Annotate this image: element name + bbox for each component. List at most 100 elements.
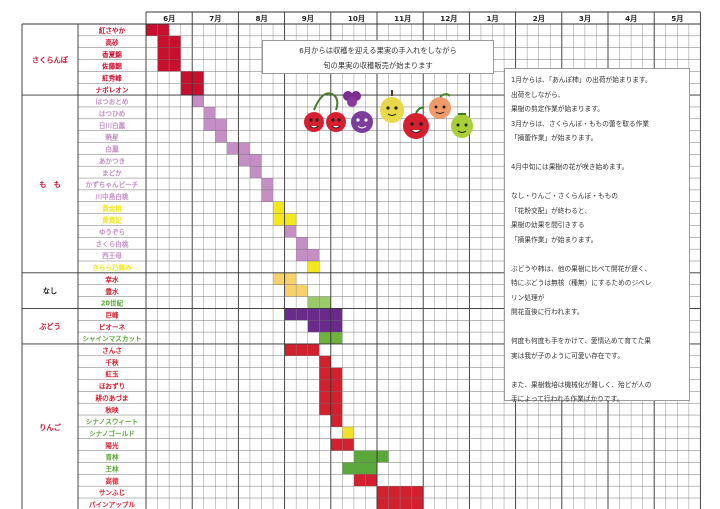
side-callout: 1月からは、「あんぽ柿」の出荷が始まります。 出荷をしながら、果樹の剪定作業が始ま… bbox=[504, 68, 690, 403]
variety-label: ナポレオン bbox=[96, 85, 129, 94]
side-callout-line: 4月中旬には果樹の花が咲き始めます。 bbox=[511, 163, 629, 171]
bar-青林 bbox=[353, 450, 389, 463]
side-callout-line: 開花直後に行われます。 bbox=[511, 308, 584, 316]
month-tick-label: 3月 bbox=[579, 14, 591, 23]
bar-まどか bbox=[249, 166, 262, 179]
variety-label: 千秋 bbox=[105, 358, 119, 367]
month-tick-label: 5月 bbox=[671, 14, 683, 23]
bar-ピオーネ bbox=[307, 320, 343, 333]
variety-label: 川中島白桃 bbox=[95, 192, 129, 201]
bar-ゆうぞら bbox=[284, 225, 297, 238]
variety-label: 白鳳 bbox=[105, 145, 119, 154]
side-callout-line: ぶどうや柿は、他の果樹に比べて開花が遅く、 bbox=[511, 264, 652, 273]
variety-label: パインアップル bbox=[89, 500, 136, 509]
group-label: さくらんぼ bbox=[32, 56, 69, 65]
top-callout-line-1: 6月からは収穫を迎える果実の手入れをしながら bbox=[299, 46, 457, 55]
group-label: ぶどう bbox=[38, 322, 61, 331]
variety-label: はつおとめ bbox=[96, 97, 129, 106]
bar-王林 bbox=[342, 462, 377, 475]
bar-きらら乃舞み bbox=[307, 261, 320, 273]
variety-label: あかつき bbox=[99, 156, 125, 165]
side-callout-line: 実は我が子のように可愛い存在です。 bbox=[511, 351, 625, 360]
persimmon-mascot-icon bbox=[451, 113, 473, 138]
pear-mascot-icon bbox=[380, 90, 404, 123]
side-callout-line: 何度も何度も手をかけて、愛情込めて育てた果 bbox=[511, 337, 652, 345]
variety-label: サンふじ bbox=[99, 489, 125, 497]
bar-シナノゴールド bbox=[342, 426, 354, 439]
fruit-mascots bbox=[304, 90, 473, 139]
variety-label: 王林 bbox=[105, 465, 119, 474]
variety-label: 20世紀 bbox=[101, 299, 124, 308]
month-tick-label: 8月 bbox=[256, 14, 268, 23]
variety-label: 秋映 bbox=[105, 405, 119, 414]
variety-label: 高徳 bbox=[105, 476, 119, 485]
variety-label: シャインマスカット bbox=[82, 335, 141, 343]
variety-label: 黄金桃 bbox=[102, 204, 122, 213]
variety-label: 陽光 bbox=[105, 441, 119, 450]
side-callout-line: 「花粉交配」が終わると、 bbox=[511, 206, 591, 215]
month-tick-label: 10月 bbox=[348, 14, 365, 23]
side-callout-line bbox=[511, 363, 683, 378]
variety-label: 青林 bbox=[105, 453, 119, 462]
variety-label: 紅さやか bbox=[99, 26, 126, 35]
bar-はつひめ bbox=[203, 106, 216, 119]
bar-川中島白桃 bbox=[261, 189, 274, 202]
variety-label: かずちゃんピーチ bbox=[86, 180, 139, 189]
side-callout-line: 手によって行われる作業ばかりです。 bbox=[511, 395, 624, 403]
variety-label: 耕のあづま bbox=[96, 393, 129, 402]
side-callout-line: リン処理が bbox=[511, 293, 545, 302]
side-callout-line: 果樹の幼果を間引きする bbox=[511, 221, 585, 229]
variety-label: 日川白鳳 bbox=[99, 121, 126, 130]
side-callout-line: 果樹の剪定作業が始まります。 bbox=[511, 105, 604, 113]
month-tick-label: 6月 bbox=[163, 14, 175, 23]
top-callout-line-2: 旬の果実の収穫販売が始まります bbox=[323, 61, 433, 70]
side-callout-line: 特にぶどうは無核（種無）にするためのジベレ bbox=[511, 279, 652, 287]
grape-mascot-icon bbox=[343, 91, 373, 133]
variety-label: 紅玉 bbox=[105, 370, 119, 379]
side-callout-line: 「摘蕾作業」が始まります。 bbox=[511, 134, 598, 142]
variety-label: ピオーネ bbox=[99, 322, 126, 331]
bar-暁星 bbox=[215, 130, 227, 143]
apple-mascot-icon bbox=[403, 106, 429, 139]
bar-千秋 bbox=[319, 355, 331, 368]
variety-label: 黄貴妃 bbox=[102, 216, 122, 225]
side-callout-line bbox=[511, 146, 683, 161]
side-callout-line: 3月からは、さくらんぼ・ももの蕾を取る作業 bbox=[511, 119, 650, 128]
side-callout-line: 出荷をしながら、 bbox=[511, 90, 565, 99]
side-callout-line: なし・りんご・さくらんぼ・ももの bbox=[511, 192, 618, 200]
variety-label: ほおずり bbox=[99, 382, 125, 391]
group-label: りんご bbox=[39, 423, 61, 432]
bar-シナノスウィート bbox=[330, 415, 343, 427]
variety-label: ゆうぞら bbox=[99, 229, 125, 237]
variety-label: まどか bbox=[102, 168, 122, 177]
variety-label: きらら乃舞み bbox=[92, 263, 132, 272]
variety-label: さくら白桃 bbox=[96, 239, 129, 248]
side-callout-line bbox=[511, 320, 683, 335]
bar-はつおとめ bbox=[192, 95, 204, 107]
group-label: なし bbox=[43, 287, 57, 296]
top-callout: 6月からは収穫を迎える果実の手入れをしながら 旬の果実の収穫販売が始まります bbox=[262, 40, 494, 74]
variety-label: 香夏錦 bbox=[101, 50, 122, 59]
variety-label: 暁星 bbox=[105, 133, 119, 142]
bar-巨峰 bbox=[284, 308, 343, 321]
cherry-mascot-icon bbox=[304, 92, 346, 132]
side-callout-line bbox=[511, 175, 683, 190]
group-label: も も bbox=[39, 180, 61, 189]
peach-mascot-icon bbox=[429, 93, 451, 119]
variety-label: シナノスウィート bbox=[86, 418, 138, 426]
bar-黄金桃 bbox=[273, 201, 285, 214]
side-callout-line: 1月からは、「あんぽ柿」の出荷が始まります。 bbox=[511, 76, 652, 84]
month-tick-label: 1月 bbox=[487, 14, 499, 23]
month-tick-label: 11月 bbox=[394, 14, 411, 23]
variety-label: 幸水 bbox=[105, 275, 119, 284]
month-tick-label: 2月 bbox=[533, 14, 545, 23]
side-callout-line: また、果樹栽培は機械化が難しく、殆どが人の bbox=[511, 380, 652, 389]
variety-label: シナノゴールド bbox=[89, 429, 135, 438]
side-callout-line bbox=[511, 247, 683, 262]
variety-label: 高砂 bbox=[105, 38, 119, 47]
variety-label: はつひめ bbox=[99, 110, 126, 118]
variety-label: 巨峰 bbox=[105, 310, 119, 319]
bar-かずちゃんピーチ bbox=[261, 178, 274, 190]
side-callout-line: 「摘果作業」が始まります。 bbox=[511, 235, 598, 244]
month-tick-label: 9月 bbox=[302, 14, 314, 23]
